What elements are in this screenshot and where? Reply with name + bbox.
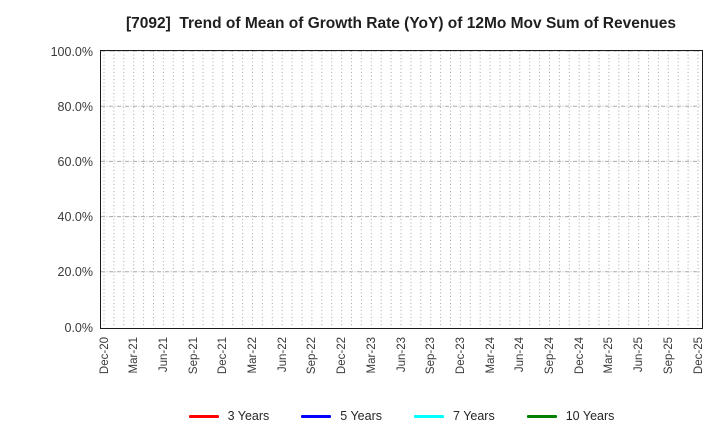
x-tick-label: Jun-23 xyxy=(395,337,408,373)
legend-item: 5 Years xyxy=(301,409,382,423)
y-tick-label: 80.0% xyxy=(57,99,93,114)
legend-line-swatch xyxy=(188,414,219,418)
legend-item: 3 Years xyxy=(188,409,270,423)
x-tick-label: Sep-24 xyxy=(544,337,556,375)
x-tick-label: Dec-21 xyxy=(217,337,230,375)
x-tick-label: Jun-21 xyxy=(157,337,170,373)
x-tick-label: Sep-23 xyxy=(425,337,438,375)
legend-line-swatch xyxy=(301,414,332,418)
x-tick-label: Dec-24 xyxy=(573,337,586,375)
y-tick-label: 40.0% xyxy=(57,210,93,225)
x-tick-label: Sep-21 xyxy=(187,337,200,375)
y-tick-label: 100.0% xyxy=(50,44,93,59)
chart-title: [7092] Trend of Mean of Growth Rate (YoY… xyxy=(125,15,677,32)
x-tick-label: Dec-22 xyxy=(336,337,349,375)
legend-label: 10 Years xyxy=(565,409,615,423)
legend-item: 10 Years xyxy=(526,409,615,423)
x-tick-label: Jun-22 xyxy=(276,337,289,373)
y-tick-label: 60.0% xyxy=(57,154,93,169)
legend-label: 5 Years xyxy=(340,409,383,423)
x-tick-label: Dec-25 xyxy=(692,337,705,375)
x-tick-label: Jun-25 xyxy=(633,337,646,373)
x-tick-label: Mar-21 xyxy=(128,337,141,374)
legend-item: 7 Years xyxy=(414,409,495,423)
x-tick-label: Mar-25 xyxy=(603,337,616,374)
x-tick-label: Mar-22 xyxy=(247,337,259,374)
x-tick-label: Jun-24 xyxy=(514,337,527,373)
x-tick-label: Dec-23 xyxy=(454,337,467,375)
plot-area xyxy=(100,50,703,329)
y-tick-label: 20.0% xyxy=(57,265,93,280)
y-tick-label: 0.0% xyxy=(64,320,94,335)
x-tick-label: Sep-22 xyxy=(306,337,319,375)
legend-label: 7 Years xyxy=(453,409,495,423)
gridlines-canvas xyxy=(101,51,701,327)
x-tick-label: Sep-25 xyxy=(662,337,675,375)
x-tick-label: Mar-23 xyxy=(365,337,378,374)
legend-label: 3 Years xyxy=(227,409,270,423)
legend-line-swatch xyxy=(414,414,445,418)
x-tick-label: Dec-20 xyxy=(98,337,111,375)
x-tick-label: Mar-24 xyxy=(484,337,497,374)
legend-line-swatch xyxy=(526,414,557,418)
legend: 3 Years 5 Years 7 Years 10 Years xyxy=(100,407,703,425)
